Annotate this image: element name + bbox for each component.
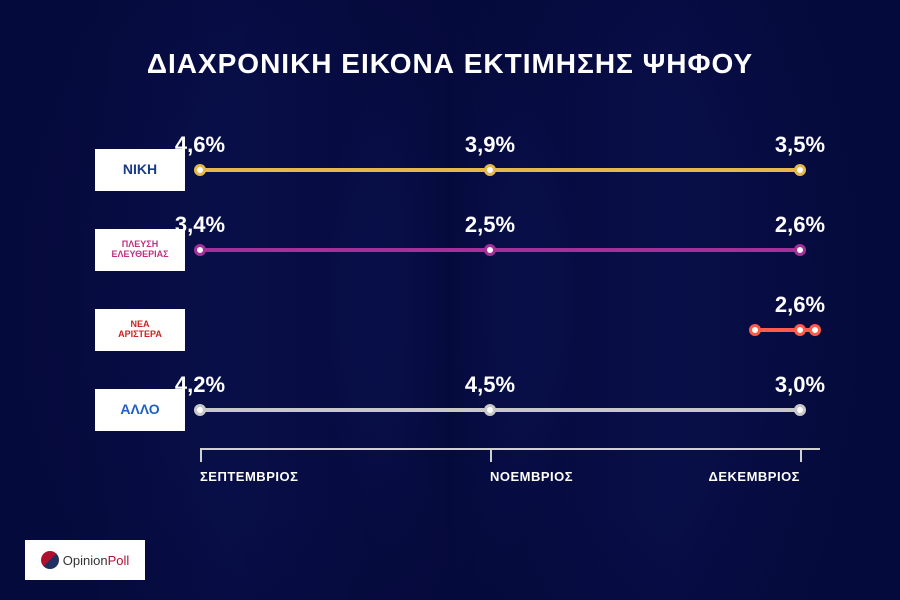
- source-logo: OpinionPoll: [25, 540, 145, 580]
- legend-item: ΝΙΚΗ: [95, 149, 185, 191]
- series-line: [200, 248, 490, 252]
- line-chart: ΣΕΠΤΕΜΒΡΙΟΣΝΟΕΜΒΡΙΟΣΔΕΚΕΜΒΡΙΟΣ4,6%3,9%3,…: [200, 110, 820, 470]
- value-label: 3,5%: [775, 132, 825, 158]
- series-line: [490, 408, 800, 412]
- logo-text-2: Poll: [108, 553, 130, 568]
- data-marker: [484, 404, 496, 416]
- series-line: [200, 408, 490, 412]
- data-marker: [484, 244, 496, 256]
- x-tick: [800, 450, 802, 462]
- legend-item: ΝΕΑ ΑΡΙΣΤΕΡΑ: [95, 309, 185, 351]
- value-label: 2,5%: [465, 212, 515, 238]
- logo-icon: [41, 551, 59, 569]
- legend-item: ΠΛΕΥΣΗ ΕΛΕΥΘΕΡΙΑΣ: [95, 229, 185, 271]
- data-marker: [794, 324, 806, 336]
- data-marker: [749, 324, 761, 336]
- data-marker: [809, 324, 821, 336]
- x-axis: [200, 448, 820, 450]
- data-marker: [484, 164, 496, 176]
- data-marker: [794, 164, 806, 176]
- legend-item: ΑΛΛΟ: [95, 389, 185, 431]
- data-marker: [194, 164, 206, 176]
- data-marker: [194, 244, 206, 256]
- chart-title: ΔΙΑΧΡΟΝΙΚΗ ΕΙΚΟΝΑ ΕΚΤΙΜΗΣΗΣ ΨΗΦΟΥ: [0, 48, 900, 80]
- value-label: 4,5%: [465, 372, 515, 398]
- series-line: [200, 168, 490, 172]
- x-tick: [490, 450, 492, 462]
- series-line: [755, 328, 815, 332]
- data-marker: [194, 404, 206, 416]
- data-marker: [794, 244, 806, 256]
- x-axis-label: ΔΕΚΕΜΒΡΙΟΣ: [709, 469, 801, 484]
- x-axis-label: ΣΕΠΤΕΜΒΡΙΟΣ: [200, 469, 298, 484]
- logo-text-1: Opinion: [63, 553, 108, 568]
- x-axis-label: ΝΟΕΜΒΡΙΟΣ: [490, 469, 573, 484]
- x-tick: [200, 450, 202, 462]
- value-label: 2,6%: [775, 292, 825, 318]
- series-line: [490, 168, 800, 172]
- value-label: 3,0%: [775, 372, 825, 398]
- value-label: 3,9%: [465, 132, 515, 158]
- series-line: [490, 248, 800, 252]
- value-label: 2,6%: [775, 212, 825, 238]
- data-marker: [794, 404, 806, 416]
